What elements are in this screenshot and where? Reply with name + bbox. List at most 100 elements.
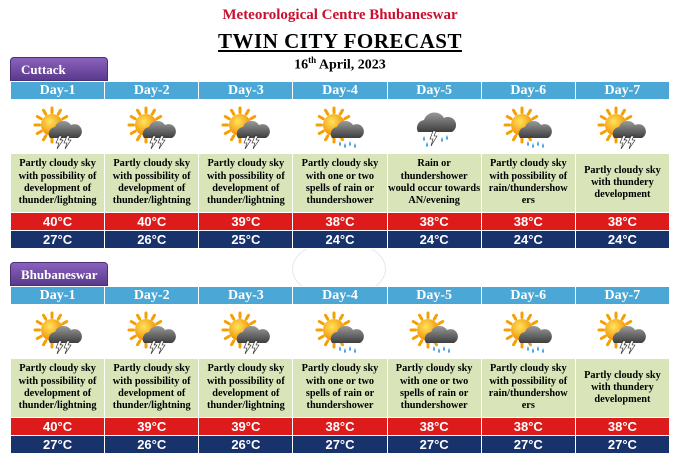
day-label: Day-7 xyxy=(574,81,671,100)
forecast-description: Partly cloudy sky with one or two spells… xyxy=(292,153,388,213)
weather-icon-cell xyxy=(574,304,671,359)
min-temp: 24°C xyxy=(574,230,671,249)
forecast-description: Rain or thundershower would occur toward… xyxy=(386,153,482,213)
max-temp-row: 40°C 40°C 39°C 38°C 38°C 38°C 38°C xyxy=(9,212,671,231)
sun-cloud-rain-icon xyxy=(409,311,459,353)
forecast-table-cuttack: Day-1 Day-2 Day-3 Day-4 Day-5 Day-6 Day-7 Part… xyxy=(9,81,671,249)
min-temp-row: 27°C 26°C 26°C 27°C 27°C 27°C 27°C xyxy=(9,435,671,454)
day-label: Day-6 xyxy=(480,81,576,100)
sun-cloud-rain-icon xyxy=(503,106,553,148)
sun-cloud-thunder-icon xyxy=(127,106,176,149)
weather-icon-cell xyxy=(9,99,106,154)
max-temp: 38°C xyxy=(386,417,482,436)
sun-cloud-thunder-icon xyxy=(597,311,647,354)
sun-cloud-rain-icon xyxy=(503,311,553,353)
min-temp: 27°C xyxy=(574,435,671,454)
forecast-description: Partly cloudy sky with thundery developm… xyxy=(574,153,671,213)
sun-cloud-thunder-icon xyxy=(221,311,270,354)
city-tab-cuttack: Cuttack xyxy=(10,57,108,81)
sun-cloud-thunder-icon xyxy=(33,106,82,149)
max-temp: 39°C xyxy=(198,212,294,231)
min-temp: 27°C xyxy=(9,435,106,454)
min-temp: 27°C xyxy=(480,435,576,454)
day-label: Day-5 xyxy=(386,286,482,305)
max-temp: 40°C xyxy=(9,417,106,436)
min-temp: 26°C xyxy=(104,230,200,249)
weather-icon-cell xyxy=(198,304,294,359)
day-label: Day-7 xyxy=(574,286,671,305)
min-temp: 26°C xyxy=(104,435,200,454)
day-label: Day-4 xyxy=(292,286,388,305)
min-temp: 26°C xyxy=(198,435,294,454)
icon-row xyxy=(9,99,671,154)
weather-icon-cell xyxy=(104,99,200,154)
forecast-description: Partly cloudy sky with possibility of ra… xyxy=(480,153,576,213)
forecast-description: Partly cloudy sky with possibility of de… xyxy=(9,153,106,213)
title-text: TWIN CITY FORECAST xyxy=(218,29,462,53)
max-temp: 40°C xyxy=(9,212,106,231)
min-temp: 27°C xyxy=(386,435,482,454)
max-temp: 38°C xyxy=(574,212,671,231)
max-temp: 40°C xyxy=(104,212,200,231)
weather-icon-cell xyxy=(104,304,200,359)
description-row: Partly cloudy sky with possibility of de… xyxy=(9,358,671,418)
weather-icon-cell xyxy=(292,304,388,359)
day-label: Day-2 xyxy=(104,286,200,305)
max-temp: 38°C xyxy=(574,417,671,436)
max-temp: 39°C xyxy=(198,417,294,436)
sun-cloud-rain-icon xyxy=(315,311,364,353)
min-temp: 27°C xyxy=(292,435,388,454)
day-header-row: Day-1 Day-2 Day-3 Day-4 Day-5 Day-6 Day-7 xyxy=(9,286,671,305)
weather-icon-cell xyxy=(386,99,482,154)
min-temp: 24°C xyxy=(386,230,482,249)
min-temp: 24°C xyxy=(292,230,388,249)
max-temp-row: 40°C 39°C 39°C 38°C 38°C 38°C 38°C xyxy=(9,417,671,436)
org-name: Meteorological Centre Bhubaneswar xyxy=(222,7,458,23)
weather-icon-cell xyxy=(480,304,576,359)
day-label: Day-2 xyxy=(104,81,200,100)
forecast-description: Partly cloudy sky with possibility of de… xyxy=(104,153,200,213)
max-temp: 39°C xyxy=(104,417,200,436)
max-temp: 38°C xyxy=(480,212,576,231)
day-label: Day-3 xyxy=(198,81,294,100)
weather-icon-cell xyxy=(480,99,576,154)
min-temp-row: 27°C 26°C 25°C 24°C 24°C 24°C 24°C xyxy=(9,230,671,249)
forecast-description: Partly cloudy sky with possibility of ra… xyxy=(480,358,576,418)
max-temp: 38°C xyxy=(386,212,482,231)
cloud-thunder-rain-icon xyxy=(417,111,457,147)
min-temp: 24°C xyxy=(480,230,576,249)
weather-icon-cell xyxy=(386,304,482,359)
forecast-table-bhubaneswar: Day-1 Day-2 Day-3 Day-4 Day-5 Day-6 Day-7 Part… xyxy=(9,286,671,454)
forecast-description: Partly cloudy sky with one or two spells… xyxy=(292,358,388,418)
day-label: Day-5 xyxy=(386,81,482,100)
forecast-description: Partly cloudy sky with possibility of de… xyxy=(104,358,200,418)
forecast-description: Partly cloudy sky with thundery developm… xyxy=(574,358,671,418)
sun-cloud-thunder-icon xyxy=(127,311,176,354)
max-temp: 38°C xyxy=(292,417,388,436)
day-label: Day-3 xyxy=(198,286,294,305)
sun-cloud-thunder-icon xyxy=(221,106,270,149)
day-label: Day-1 xyxy=(9,286,106,305)
forecast-description: Partly cloudy sky with possibility of de… xyxy=(198,358,294,418)
description-row: Partly cloudy sky with possibility of de… xyxy=(9,153,671,213)
sun-cloud-rain-icon xyxy=(315,106,364,148)
day-label: Day-1 xyxy=(9,81,106,100)
forecast-date: 16th April, 2023 xyxy=(0,55,680,74)
weather-icon-cell xyxy=(198,99,294,154)
date-rest: April, 2023 xyxy=(316,57,386,73)
weather-icon-cell xyxy=(9,304,106,359)
day-label: Day-4 xyxy=(292,81,388,100)
weather-icon-cell xyxy=(574,99,671,154)
max-temp: 38°C xyxy=(480,417,576,436)
min-temp: 27°C xyxy=(9,230,106,249)
forecast-description: Partly cloudy sky with one or two spells… xyxy=(386,358,482,418)
page-title: TWIN CITY FORECAST xyxy=(0,29,680,54)
max-temp: 38°C xyxy=(292,212,388,231)
weather-icon-cell xyxy=(292,99,388,154)
day-header-row: Day-1 Day-2 Day-3 Day-4 Day-5 Day-6 Day-7 xyxy=(9,81,671,100)
city-tab-bhubaneswar: Bhubaneswar xyxy=(10,262,108,286)
forecast-description: Partly cloudy sky with possibility of de… xyxy=(198,153,294,213)
min-temp: 25°C xyxy=(198,230,294,249)
icon-row xyxy=(9,304,671,359)
date-day: 16 xyxy=(294,57,309,73)
